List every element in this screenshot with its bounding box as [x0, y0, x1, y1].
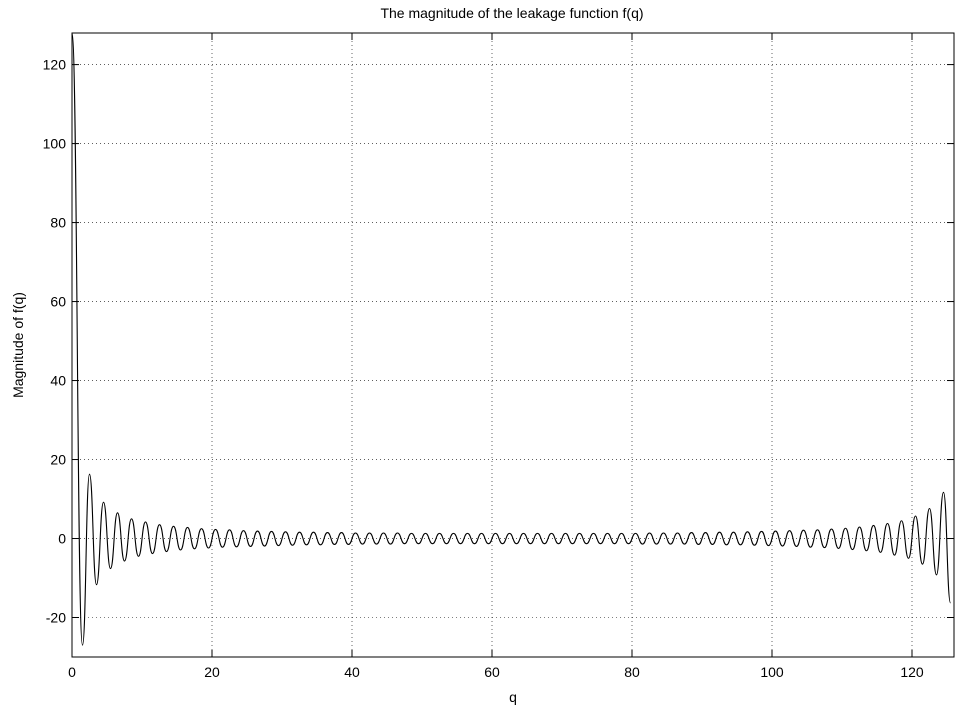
y-axis-label: Magnitude of f(q) [10, 292, 26, 398]
x-tick-label: 40 [344, 664, 360, 680]
y-tick-label: 120 [43, 57, 67, 73]
line [71, 32, 952, 646]
y-tick-label: 0 [58, 531, 66, 547]
chart-title: The magnitude of the leakage function f(… [380, 5, 643, 21]
axes-box [71, 32, 955, 658]
y-tick-label: 80 [50, 215, 66, 231]
y-tick-label: 100 [43, 136, 67, 152]
x-tick-label: 0 [68, 664, 76, 680]
x-tick-label: 60 [484, 664, 500, 680]
x-tick-label: 20 [204, 664, 220, 680]
x-tick-label: 80 [624, 664, 640, 680]
plot-area [72, 33, 954, 657]
y-tick-label: 60 [50, 294, 66, 310]
x-axis-label: q [509, 689, 517, 705]
y-tick-label: 20 [50, 452, 66, 468]
y-tick-label: 40 [50, 373, 66, 389]
y-tick-label: -20 [46, 610, 66, 626]
x-tick-label: 100 [760, 664, 784, 680]
x-tick-label: 120 [900, 664, 924, 680]
